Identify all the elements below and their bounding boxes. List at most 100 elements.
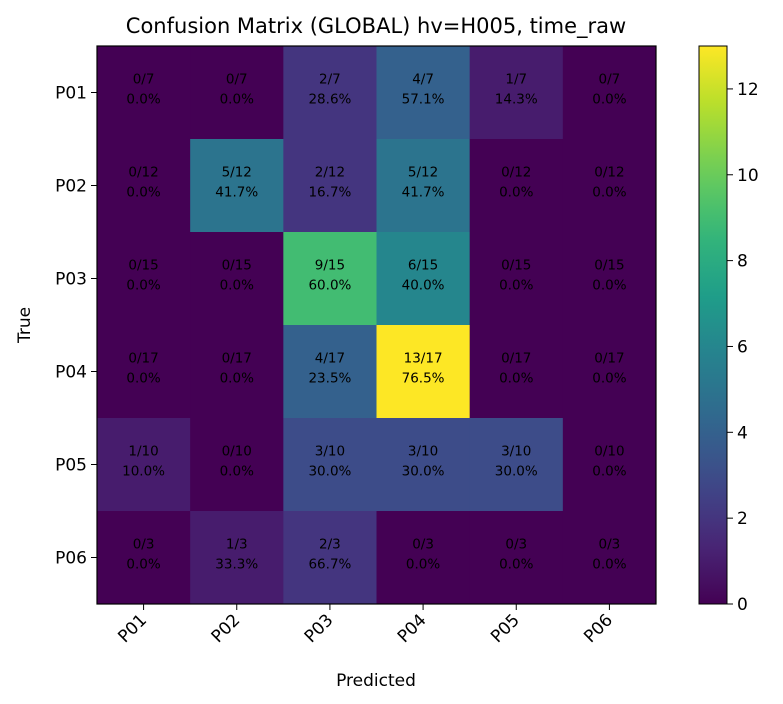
heatmap-cell bbox=[469, 511, 564, 605]
cell-percent-label: 41.7% bbox=[215, 185, 258, 201]
heatmap-cell bbox=[97, 139, 191, 233]
cell-count-label: 0/3 bbox=[133, 537, 155, 553]
cell-percent-label: 30.0% bbox=[308, 464, 351, 480]
x-axis-ticks: P01 P02 P03 P04 P05 P06 bbox=[114, 604, 617, 647]
cell-percent-label: 40.0% bbox=[402, 278, 445, 294]
cell-percent-label: 14.3% bbox=[495, 92, 538, 108]
heatmap-cell bbox=[97, 46, 191, 140]
chart-title: Confusion Matrix (GLOBAL) hv=H005, time_… bbox=[126, 14, 626, 39]
cell-count-label: 0/10 bbox=[594, 444, 624, 460]
cell-count-label: 0/3 bbox=[412, 537, 434, 553]
cell-count-label: 0/17 bbox=[594, 351, 624, 367]
cell-percent-label: 0.0% bbox=[499, 185, 533, 201]
heatmap-cell bbox=[97, 325, 191, 419]
cell-percent-label: 0.0% bbox=[499, 557, 533, 573]
cell-percent-label: 0.0% bbox=[126, 185, 160, 201]
x-tick-label: P02 bbox=[208, 610, 245, 647]
cell-count-label: 0/15 bbox=[594, 258, 624, 274]
heatmap-cell bbox=[469, 139, 564, 233]
colorbar-gradient bbox=[698, 45, 728, 605]
cell-percent-label: 0.0% bbox=[499, 371, 533, 387]
cell-count-label: 0/7 bbox=[226, 72, 248, 88]
colorbar-tick-label: 4 bbox=[737, 423, 748, 443]
colorbar-tick-label: 10 bbox=[737, 166, 759, 186]
heatmap-cell bbox=[190, 325, 284, 419]
heatmap-cell bbox=[283, 325, 377, 419]
cell-count-label: 0/7 bbox=[133, 72, 155, 88]
heatmap-cell bbox=[283, 418, 377, 512]
cell-count-label: 0/10 bbox=[222, 444, 252, 460]
cell-count-label: 1/7 bbox=[505, 72, 527, 88]
cell-percent-label: 76.5% bbox=[402, 371, 445, 387]
heatmap-cell bbox=[562, 325, 657, 419]
cell-percent-label: 57.1% bbox=[402, 92, 445, 108]
cell-percent-label: 23.5% bbox=[308, 371, 351, 387]
y-axis-label: True bbox=[15, 307, 35, 344]
heatmap-cell bbox=[562, 511, 657, 605]
cell-percent-label: 0.0% bbox=[592, 464, 626, 480]
cell-percent-label: 30.0% bbox=[402, 464, 445, 480]
cell-percent-label: 0.0% bbox=[126, 278, 160, 294]
colorbar-tick-label: 2 bbox=[737, 509, 748, 529]
x-tick-label: P05 bbox=[487, 610, 524, 647]
cell-percent-label: 0.0% bbox=[592, 278, 626, 294]
heatmap-cell bbox=[190, 232, 284, 326]
heatmap-cell bbox=[283, 232, 377, 326]
x-tick-label: P03 bbox=[301, 610, 338, 647]
heatmap-cell bbox=[469, 325, 564, 419]
colorbar: 0 2 4 6 8 10 12 bbox=[698, 45, 759, 615]
cell-count-label: 0/12 bbox=[128, 165, 158, 181]
heatmap-cell bbox=[283, 46, 377, 140]
cell-percent-label: 0.0% bbox=[220, 278, 254, 294]
plot-frame bbox=[96, 45, 657, 605]
cell-percent-label: 66.7% bbox=[308, 557, 351, 573]
y-tick-label: P02 bbox=[55, 177, 87, 197]
cell-count-label: 0/15 bbox=[128, 258, 158, 274]
cell-percent-label: 41.7% bbox=[402, 185, 445, 201]
cell-count-label: 0/15 bbox=[222, 258, 252, 274]
heatmap-cell bbox=[376, 46, 471, 140]
cell-count-label: 0/12 bbox=[594, 165, 624, 181]
cell-percent-label: 0.0% bbox=[406, 557, 440, 573]
y-tick-label: P05 bbox=[55, 456, 87, 476]
cell-count-label: 2/12 bbox=[315, 165, 345, 181]
cell-count-label: 3/10 bbox=[501, 444, 531, 460]
heatmap-cell bbox=[562, 46, 657, 140]
heatmap-cell bbox=[190, 511, 284, 605]
cell-percent-label: 0.0% bbox=[592, 92, 626, 108]
cell-percent-label: 0.0% bbox=[592, 185, 626, 201]
cell-percent-label: 60.0% bbox=[308, 278, 351, 294]
heatmap-cell bbox=[190, 418, 284, 512]
cell-percent-label: 0.0% bbox=[220, 464, 254, 480]
cell-count-label: 1/10 bbox=[128, 444, 158, 460]
heatmap-cell bbox=[562, 232, 657, 326]
heatmap-cell bbox=[97, 511, 191, 605]
heatmap-cell bbox=[376, 418, 471, 512]
cell-percent-label: 0.0% bbox=[592, 557, 626, 573]
cell-count-label: 0/17 bbox=[222, 351, 252, 367]
cell-count-label: 4/7 bbox=[412, 72, 434, 88]
heatmap-cell bbox=[97, 232, 191, 326]
colorbar-tick-label: 6 bbox=[737, 337, 748, 357]
cell-percent-label: 33.3% bbox=[215, 557, 258, 573]
cell-count-label: 0/17 bbox=[501, 351, 531, 367]
heatmap-cell bbox=[469, 232, 564, 326]
cell-count-label: 0/3 bbox=[599, 537, 621, 553]
cell-percent-label: 0.0% bbox=[220, 371, 254, 387]
x-tick-label: P01 bbox=[114, 610, 151, 647]
heatmap-cell bbox=[562, 139, 657, 233]
colorbar-tick-label: 8 bbox=[737, 252, 748, 272]
x-tick-label: P04 bbox=[394, 610, 431, 647]
cell-percent-label: 0.0% bbox=[220, 92, 254, 108]
y-tick-label: P03 bbox=[55, 270, 87, 290]
cell-percent-label: 30.0% bbox=[495, 464, 538, 480]
cell-count-label: 1/3 bbox=[226, 537, 248, 553]
y-tick-label: P04 bbox=[55, 363, 87, 383]
cell-count-label: 3/10 bbox=[408, 444, 438, 460]
heatmap-cells: 0/7 0.0% 0/7 0.0% 2/7 28.6% 4/7 57.1% 1/7 14.3% 0/… bbox=[97, 46, 657, 605]
cell-count-label: 2/3 bbox=[319, 537, 341, 553]
heatmap-cell bbox=[562, 418, 657, 512]
cell-count-label: 5/12 bbox=[408, 165, 438, 181]
cell-count-label: 0/3 bbox=[505, 537, 527, 553]
